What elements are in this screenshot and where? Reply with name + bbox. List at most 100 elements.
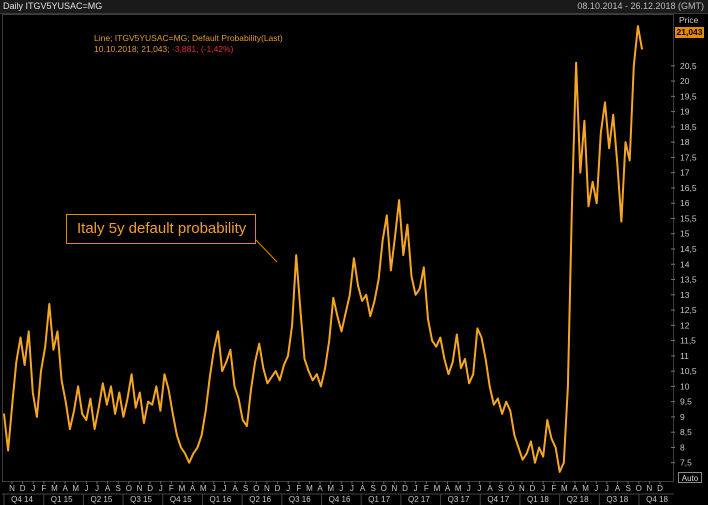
y-tick-label: 15 (680, 229, 690, 239)
chart-title: Daily ITGV5YUSAC=MG (3, 1, 103, 11)
data-point (89, 398, 91, 400)
data-point (155, 385, 157, 387)
x-tick-label: J (159, 484, 163, 493)
quarter-label: Q4 18 (646, 495, 668, 504)
data-point (94, 428, 96, 430)
x-tick-label: J (31, 484, 35, 493)
data-point (579, 172, 581, 174)
x-tick-label: A (487, 484, 493, 493)
x-tick-label: M (51, 484, 58, 493)
data-point (299, 309, 301, 311)
x-tick-label: J (212, 484, 216, 493)
y-tick-label: 11 (680, 351, 689, 361)
y-tick-label: 9 (680, 412, 685, 422)
x-tick-label: N (646, 484, 652, 493)
x-tick-label: D (530, 484, 536, 493)
data-point (361, 300, 363, 302)
x-tick-label: J (339, 484, 343, 493)
data-point (295, 254, 297, 256)
data-point (546, 419, 548, 421)
auto-scale-button[interactable]: Auto (678, 472, 702, 483)
chart-legend: Line; ITGV5YUSAC=MG; Default Probability… (94, 33, 283, 55)
y-tick-label: 18 (680, 137, 690, 147)
data-point (168, 388, 170, 391)
data-point (353, 257, 355, 259)
y-tick-label: 8,5 (680, 427, 692, 437)
data-point (139, 391, 141, 394)
data-point (250, 388, 252, 391)
x-tick-label: S (625, 484, 630, 493)
data-point (567, 385, 569, 387)
data-point (275, 370, 277, 372)
data-point (3, 413, 5, 415)
data-point (517, 446, 520, 449)
data-point (423, 266, 425, 268)
window-titlebar: Daily ITGV5YUSAC=MG 08.10.2014 - 26.12.2… (0, 0, 708, 14)
y-tick-label: 16,5 (680, 183, 697, 193)
data-point (172, 413, 174, 415)
data-point (246, 425, 248, 427)
data-point (196, 446, 199, 449)
x-tick-label: A (105, 484, 111, 493)
x-tick-label: F (296, 484, 301, 493)
quarter-label: Q3 18 (606, 495, 628, 504)
data-point (118, 391, 120, 394)
y-tick-label: 9,5 (680, 397, 692, 407)
data-point (456, 333, 458, 336)
data-point (538, 446, 540, 449)
data-point (447, 373, 450, 375)
x-tick-label: J (541, 484, 545, 493)
data-point (143, 422, 145, 424)
data-point (608, 147, 610, 149)
x-tick-label: N (264, 484, 270, 493)
x-tick-label: F (424, 484, 429, 493)
data-point (398, 199, 400, 201)
data-point (151, 404, 153, 406)
data-point (526, 453, 528, 455)
data-point (345, 312, 347, 314)
x-tick-label: D (147, 484, 153, 493)
data-point (201, 434, 203, 436)
y-tick-label: 12,5 (680, 305, 697, 315)
data-point (464, 358, 466, 360)
y-tick-label: 12 (680, 320, 690, 330)
y-tick-label: 14,5 (680, 244, 697, 254)
data-point (616, 162, 618, 165)
data-point (126, 398, 129, 400)
y-tick-label: 20,5 (680, 61, 697, 71)
annotation-box: Italy 5y default probability (66, 214, 256, 244)
legend-last-date-value: 10.10.2018; 21,043; (94, 44, 170, 54)
data-point (485, 358, 487, 360)
x-tick-label: D (20, 484, 26, 493)
data-point (583, 120, 586, 122)
data-point (184, 453, 186, 455)
quarter-label: Q1 17 (368, 495, 390, 504)
x-tick-label: O (381, 484, 387, 493)
data-point (629, 159, 631, 162)
data-point (209, 376, 211, 378)
quarter-label: Q4 14 (11, 495, 33, 504)
data-point (480, 336, 483, 339)
data-point (205, 410, 207, 412)
data-point (324, 367, 326, 369)
data-point (336, 315, 338, 317)
y-tick-label: 16 (680, 198, 690, 208)
plot-area[interactable] (2, 14, 674, 482)
data-point (110, 385, 112, 387)
x-tick-label: N (9, 484, 15, 493)
x-tick-label: J (467, 484, 471, 493)
data-point (147, 401, 149, 403)
x-tick-label: M (200, 484, 207, 493)
data-point (114, 413, 116, 415)
data-point (65, 401, 67, 403)
data-point (163, 373, 166, 375)
x-tick-label: A (360, 484, 366, 493)
data-point (452, 361, 454, 363)
data-point (497, 398, 499, 400)
x-tick-label: J (594, 484, 598, 493)
x-tick-label: J (350, 484, 354, 493)
data-point (36, 416, 38, 418)
data-point (382, 239, 384, 241)
data-point (415, 294, 417, 296)
